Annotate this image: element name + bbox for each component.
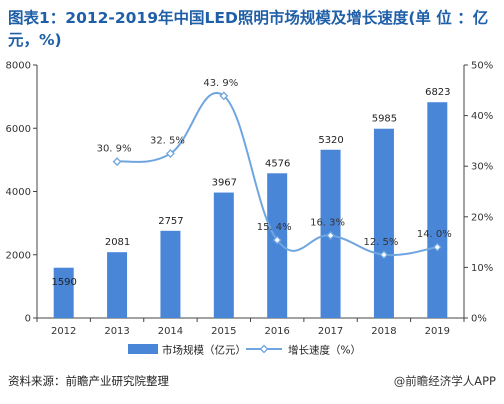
bar-2013: [107, 252, 128, 318]
growth-point-2017: [326, 231, 335, 240]
brand-credit: @前瞻经济学人APP: [393, 374, 496, 388]
right-tick-label: 40%: [471, 111, 493, 122]
growth-label-2016: 15. 4%: [257, 222, 292, 233]
growth-label-2019: 14. 0%: [417, 229, 452, 240]
bar-label-2016: 4576: [265, 158, 290, 169]
right-tick-label: 30%: [471, 162, 493, 173]
bar-2015: [213, 192, 234, 318]
growth-point-2015: [219, 91, 229, 101]
bar-2014: [160, 230, 181, 318]
bar-2018: [373, 128, 394, 318]
left-tick-label: 6000: [6, 124, 31, 135]
x-tick-label: 2016: [264, 326, 289, 337]
growth-point-2014: [166, 149, 175, 158]
bar-label-2014: 2757: [158, 216, 183, 227]
right-tick-label: 0%: [471, 314, 487, 325]
legend-bar-swatch: [128, 344, 158, 354]
x-tick-label: 2017: [318, 326, 343, 337]
legend-line-label: 增长速度（%）: [288, 344, 361, 357]
bar-label-2015: 3967: [212, 178, 237, 189]
bar-2012: [53, 267, 74, 318]
bar-2016: [267, 173, 288, 318]
bar-label-2018: 5985: [372, 114, 397, 125]
left-tick-label: 4000: [6, 187, 31, 198]
x-tick-label: 2013: [104, 326, 129, 337]
right-tick-label: 50%: [471, 61, 493, 72]
legend-bar-label: 市场规模（亿元）: [162, 344, 246, 357]
growth-label-2014: 32. 5%: [150, 136, 185, 147]
axes: 0 2000 4000 6000 8000 0% 10% 20% 30% 40% 50% 2012 20…: [6, 61, 494, 338]
right-tick-label: 20%: [471, 212, 493, 223]
growth-point-2019: [432, 242, 442, 252]
growth-line: 30. 9% 32. 5% 43. 9% 15. 4% 16. 3% 12. 5% 14. …: [97, 78, 452, 260]
bar-label-2019: 6823: [425, 87, 450, 98]
growth-point-2018: [379, 250, 389, 260]
growth-label-2018: 12. 5%: [363, 237, 398, 248]
chart-title: 图表1：2012-2019年中国LED照明市场规模及增长速度(单 位 ：亿元，%…: [8, 9, 489, 49]
left-tick-label: 8000: [6, 61, 31, 72]
growth-label-2015: 43. 9%: [203, 78, 238, 89]
legend-line-marker: [259, 344, 269, 354]
x-tick-label: 2019: [425, 326, 450, 337]
growth-label-2017: 16. 3%: [310, 218, 345, 229]
bar-label-2017: 5320: [318, 135, 343, 146]
bar-2019: [427, 102, 448, 318]
left-tick-label: 2000: [6, 250, 31, 261]
source-note: 资料来源：前瞻产业研究院整理: [8, 374, 169, 388]
growth-label-2013: 30. 9%: [97, 144, 132, 155]
x-tick-label: 2012: [51, 326, 76, 337]
growth-point-2013: [112, 157, 122, 167]
growth-line-path: [116, 92, 438, 257]
bar-label-2012: 1590: [51, 277, 76, 288]
x-tick-label: 2015: [211, 326, 236, 337]
bar-label-2013: 2081: [105, 237, 130, 248]
bars: 1590 2081 2757 3967 4576 5320 5985 6823: [51, 87, 451, 318]
right-tick-label: 10%: [471, 263, 493, 274]
x-tick-label: 2018: [371, 326, 396, 337]
left-tick-label: 0: [25, 314, 31, 325]
legend: 市场规模（亿元） 增长速度（%）: [128, 344, 361, 357]
x-tick-label: 2014: [158, 326, 183, 337]
growth-point-2016: [272, 235, 282, 245]
